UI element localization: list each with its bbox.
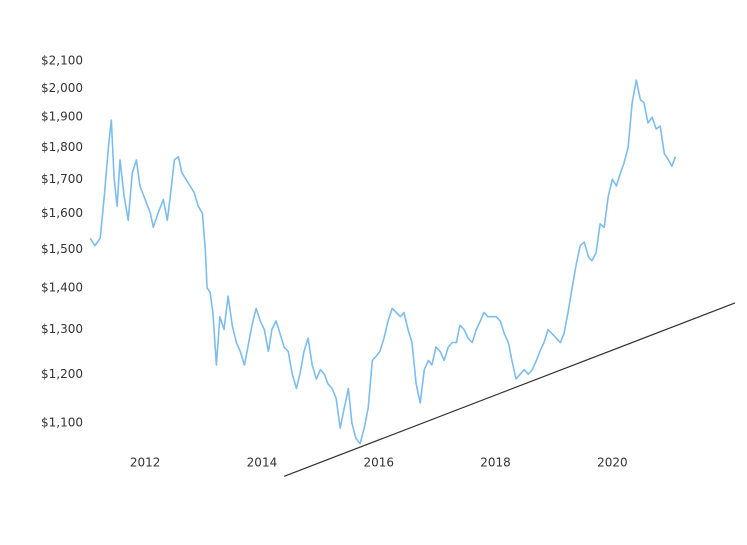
y-tick-label: $1,700 bbox=[41, 172, 83, 186]
x-tick-label: 2016 bbox=[363, 456, 394, 470]
y-tick-label: $1,500 bbox=[41, 242, 83, 256]
x-tick-label: 2018 bbox=[480, 456, 511, 470]
trend-line bbox=[283, 302, 736, 477]
y-tick-label: $1,400 bbox=[41, 281, 83, 295]
y-tick-label: $1,200 bbox=[41, 367, 83, 381]
y-tick-label: $2,100 bbox=[41, 54, 83, 68]
y-tick-label: $1,900 bbox=[41, 110, 83, 124]
y-tick-label: $2,000 bbox=[41, 81, 83, 95]
x-tick-label: 2020 bbox=[597, 456, 628, 470]
x-tick-label: 2014 bbox=[247, 456, 278, 470]
x-tick-label: 2012 bbox=[130, 456, 161, 470]
y-tick-label: $1,300 bbox=[41, 322, 83, 336]
price-line bbox=[89, 79, 677, 445]
y-tick-label: $1,100 bbox=[41, 415, 83, 429]
y-tick-label: $1,600 bbox=[41, 206, 83, 220]
y-tick-label: $1,800 bbox=[41, 140, 83, 154]
